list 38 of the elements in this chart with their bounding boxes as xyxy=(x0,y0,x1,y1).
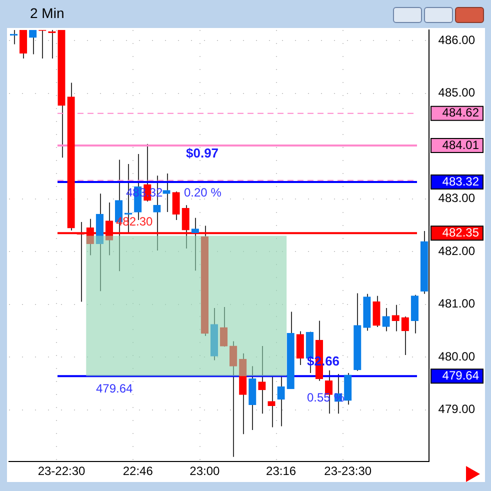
candlestick xyxy=(372,295,380,328)
y-tick-label: 483.00 xyxy=(438,191,476,206)
ref-line-label: 482.35 xyxy=(442,225,480,240)
candlestick xyxy=(162,173,170,213)
ref-line-label: 483.32 xyxy=(442,174,480,188)
candlestick xyxy=(29,30,37,55)
candlestick xyxy=(392,304,400,332)
annotation: 479.64 xyxy=(96,381,134,396)
candlestick xyxy=(172,190,180,220)
candlestick xyxy=(344,372,352,406)
x-tick-label: 23:16 xyxy=(266,464,296,478)
y-tick-label: 486.00 xyxy=(438,32,476,47)
candlestick xyxy=(19,30,28,59)
annotation: $0.97 xyxy=(186,146,219,161)
candlestick xyxy=(268,376,276,428)
y-tick-label: 481.00 xyxy=(438,296,476,311)
y-tick-label: 480.00 xyxy=(438,349,476,364)
candlestick xyxy=(230,340,236,458)
x-tick-label: 23:00 xyxy=(190,464,220,478)
candlestick xyxy=(191,217,199,272)
candlestick xyxy=(382,308,390,332)
y-tick-label: 482.00 xyxy=(438,244,476,258)
candlestick xyxy=(410,294,419,334)
x-tick-label: 23-23:30 xyxy=(324,464,372,478)
ref-line-label: 484.62 xyxy=(442,106,480,120)
candlestick xyxy=(296,330,304,366)
candlestick xyxy=(220,306,227,348)
x-tick-label: 22:46 xyxy=(122,464,154,478)
ref-line-label: 484.01 xyxy=(442,138,480,152)
x-tick-label: 23-22:30 xyxy=(38,464,86,478)
ref-line-label: 479.64 xyxy=(442,368,480,382)
chart-title: 2 Min xyxy=(30,5,64,21)
y-tick-label: 485.00 xyxy=(438,86,476,100)
annotation: 0.20 % xyxy=(184,185,222,200)
candlestick xyxy=(277,376,285,427)
candlestick xyxy=(401,316,409,356)
candlestick xyxy=(258,346,266,414)
y-tick-label: 479.00 xyxy=(438,402,476,416)
